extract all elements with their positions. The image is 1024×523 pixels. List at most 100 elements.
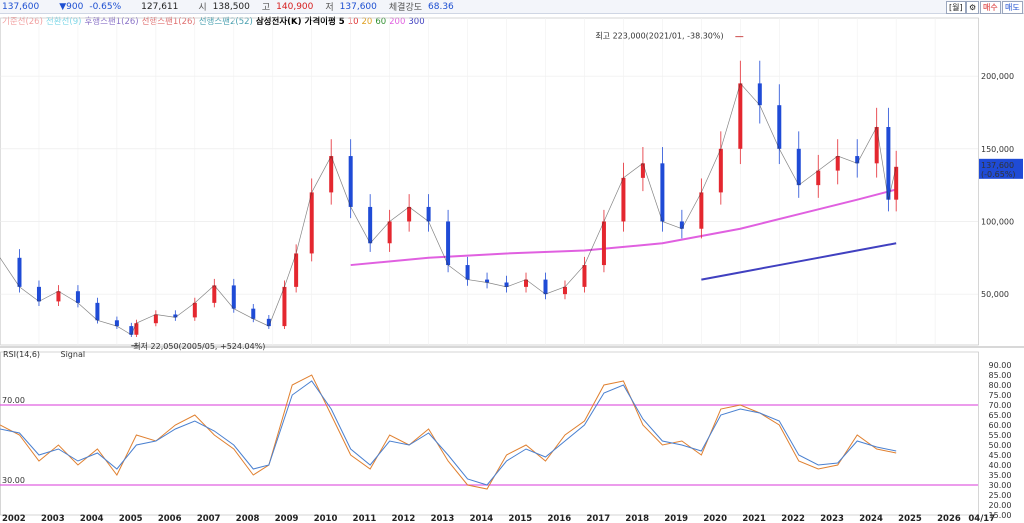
current-price-label: 137,600 [981, 161, 1014, 170]
candle-body [36, 286, 41, 302]
candle-body [251, 308, 256, 319]
legend-item-7[interactable]: 10 [347, 17, 359, 27]
candle-body [465, 265, 470, 280]
candle-body [56, 291, 61, 302]
candle-body [294, 253, 299, 287]
candle-body [855, 156, 860, 164]
volume: 127,611 [141, 1, 179, 12]
legend-item-2[interactable]: 후행스팬1(26) [84, 17, 139, 27]
candle-body [129, 326, 134, 335]
candle-body [485, 279, 490, 283]
rsi-tick-label: 80.00 [989, 381, 1012, 390]
price-close-line [0, 82, 897, 336]
candle-body [524, 279, 529, 287]
year-label: 04/17 [968, 514, 995, 523]
candle-body [212, 285, 217, 303]
legend-item-3[interactable]: 선행스팬1(26) [141, 17, 196, 27]
year-label: 2023 [820, 514, 844, 523]
current-price-tag [979, 158, 1023, 179]
year-label: 2008 [236, 514, 260, 523]
year-label: 2010 [314, 514, 338, 523]
rsi-tick-label: 30.00 [989, 481, 1012, 490]
low-price: 137,600 [339, 1, 377, 12]
legend-item-0[interactable]: 기준선(26) [2, 17, 43, 27]
high-price: 140,900 [276, 1, 314, 12]
period-weekly-button[interactable]: [월] [946, 1, 966, 14]
rsi-tick-label: 25.00 [989, 491, 1012, 500]
candle-body [601, 221, 606, 266]
rsi-tick-label: 35.00 [989, 471, 1012, 480]
year-label: 2007 [197, 514, 221, 523]
indicator-legend: 기준선(26) 전환선(9) 후행스팬1(26) 선행스팬1(26) 선행스팬2(52)… [2, 15, 428, 27]
candle-body [348, 156, 353, 207]
rsi-tick-label: 90.00 [989, 361, 1012, 370]
candle-body [266, 318, 271, 327]
candle-body [835, 156, 840, 171]
candle-body [874, 127, 879, 164]
year-label: 2024 [859, 514, 883, 523]
year-label: 2019 [664, 514, 688, 523]
rsi-line-1 [0, 380, 897, 486]
legend-item-9[interactable]: 60 [375, 17, 387, 27]
strength-value: 68.36 [428, 1, 454, 12]
rsi-legend-item: RSI(14,6) [3, 350, 40, 359]
current-price: 137,600 [2, 1, 40, 12]
year-label: 2017 [586, 514, 610, 523]
price-panel-frame [0, 17, 979, 346]
rsi-tick-label: 85.00 [989, 371, 1012, 380]
price-change-pct: -0.65% [89, 1, 122, 12]
candle-body [562, 286, 567, 295]
current-change-label: (-0.65%) [981, 170, 1016, 179]
candle-body [886, 127, 891, 200]
legend-item-10[interactable]: 200 [389, 17, 406, 27]
legend-item-6[interactable]: 가격이평 5 [304, 17, 345, 27]
candle-body [153, 314, 158, 324]
candle-body [407, 206, 412, 222]
legend-item-11[interactable]: 300 [408, 17, 425, 27]
candle-body [309, 192, 314, 254]
candle-body [621, 177, 626, 222]
candle-body [173, 314, 178, 318]
rsi-tick-label: 45.00 [989, 451, 1012, 460]
low-annotation: 최저 22,050(2005/05, +524.04%) [133, 341, 265, 351]
gear-icon[interactable]: ⚙ [966, 1, 980, 14]
candle-body [582, 265, 587, 287]
rsi-legend-item: Signal [61, 350, 86, 359]
candle-body [329, 156, 334, 193]
buy-button[interactable]: 매수 [980, 1, 1001, 14]
legend-item-4[interactable]: 선행스팬2(52) [198, 17, 253, 27]
year-label: 2020 [703, 514, 727, 523]
candle-body [192, 302, 197, 318]
price-tick-label: 50,000 [981, 290, 1009, 299]
candle-body [114, 320, 119, 327]
candle-body [816, 170, 821, 186]
rsi-tick-label: 70.00 [989, 401, 1012, 410]
price-tick-label: 150,000 [981, 145, 1014, 154]
candle-body [699, 192, 704, 229]
year-label: 2005 [119, 514, 143, 523]
quote-bar: 137,600 ▼900 -0.65% 127,611 시 138,500 고 … [0, 0, 1024, 14]
open-label: 시 [198, 3, 207, 13]
year-label: 2006 [158, 514, 182, 523]
candle-body [640, 163, 645, 178]
year-label: 2002 [2, 514, 26, 523]
year-label: 2009 [275, 514, 299, 523]
year-label: 2015 [509, 514, 533, 523]
legend-item-1[interactable]: 전환선(9) [45, 17, 82, 27]
candle-body [95, 302, 100, 321]
legend-item-5[interactable]: 삼성전자(K) [255, 17, 302, 27]
rsi-tick-label: 60.00 [989, 421, 1012, 430]
year-label: 2021 [742, 514, 766, 523]
candle-body [75, 291, 80, 303]
rsi-band-label: 30.00 [2, 476, 25, 485]
candle-body [282, 286, 287, 327]
candle-body [134, 323, 139, 335]
legend-item-8[interactable]: 20 [361, 17, 373, 27]
candle-body [504, 282, 509, 287]
year-label: 2004 [80, 514, 104, 523]
sell-button[interactable]: 매도 [1002, 1, 1023, 14]
candle-body [679, 221, 684, 229]
candle-body [757, 83, 762, 106]
year-label: 2013 [431, 514, 455, 523]
